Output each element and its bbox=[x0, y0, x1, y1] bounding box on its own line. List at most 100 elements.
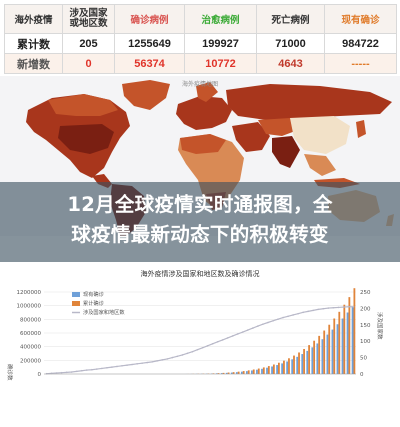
map-india bbox=[272, 136, 300, 168]
point-countries bbox=[96, 368, 98, 370]
map-central-asia bbox=[258, 118, 298, 136]
bar-cumulative bbox=[232, 372, 235, 374]
map-title: 海外疫情地图 bbox=[182, 80, 218, 88]
y-right-tick-label: 0 bbox=[360, 372, 364, 378]
point-countries bbox=[126, 364, 128, 366]
point-countries bbox=[267, 321, 269, 324]
line-countries bbox=[46, 306, 354, 375]
point-countries bbox=[65, 371, 68, 374]
header-region: 海外疫情 bbox=[4, 4, 63, 34]
bar-cumulative bbox=[348, 297, 351, 374]
point-countries bbox=[272, 320, 274, 322]
point-countries bbox=[141, 362, 143, 364]
point-countries bbox=[337, 306, 340, 309]
bar-current bbox=[301, 354, 304, 374]
point-countries bbox=[347, 305, 350, 308]
bar-current bbox=[326, 334, 329, 374]
bar-cumulative bbox=[272, 364, 275, 374]
bar-cumulative bbox=[303, 348, 305, 374]
bar-current bbox=[286, 361, 289, 374]
y-left-tick-label: 1200000 bbox=[17, 290, 42, 296]
legend-swatch bbox=[72, 292, 80, 297]
y-left-tick-label: 1000000 bbox=[17, 304, 42, 310]
point-countries bbox=[171, 356, 174, 359]
bar-cumulative bbox=[247, 370, 250, 374]
point-countries bbox=[297, 312, 299, 315]
point-countries bbox=[101, 367, 103, 370]
point-countries bbox=[262, 323, 264, 325]
new-recovered: 10772 bbox=[184, 53, 257, 74]
header-current: 现有确诊 bbox=[324, 4, 397, 34]
bar-cumulative bbox=[222, 372, 225, 374]
point-countries bbox=[91, 368, 93, 371]
point-countries bbox=[196, 348, 199, 351]
map-usa bbox=[58, 124, 114, 154]
legend-entry: 累计确诊 bbox=[83, 299, 105, 307]
y-left-tick-label: 800000 bbox=[20, 317, 41, 323]
y-left-tick-label: 200000 bbox=[20, 358, 41, 364]
point-countries bbox=[80, 369, 83, 372]
new-countries: 0 bbox=[62, 53, 115, 74]
point-countries bbox=[85, 369, 88, 371]
bar-current bbox=[336, 324, 339, 374]
point-countries bbox=[116, 365, 118, 368]
bar-current bbox=[281, 363, 284, 374]
point-countries bbox=[191, 350, 194, 353]
y-left-axis-label: 确诊数 bbox=[6, 364, 14, 381]
header-deaths: 死亡病例 bbox=[256, 4, 325, 34]
bar-cumulative bbox=[262, 367, 265, 374]
cumulative-confirmed: 1255649 bbox=[114, 33, 185, 54]
bar-cumulative bbox=[313, 340, 316, 374]
bar-cumulative bbox=[257, 368, 260, 374]
point-countries bbox=[75, 370, 78, 373]
point-countries bbox=[106, 366, 108, 369]
legend-swatch bbox=[72, 301, 80, 306]
y-right-tick-label: 250 bbox=[360, 290, 371, 296]
bar-cumulative bbox=[217, 373, 220, 374]
header-confirmed: 确诊病例 bbox=[114, 4, 185, 34]
point-countries bbox=[146, 361, 148, 364]
point-countries bbox=[136, 363, 138, 365]
map-canada bbox=[48, 94, 118, 116]
point-countries bbox=[221, 339, 224, 341]
map-europe bbox=[176, 96, 232, 130]
point-countries bbox=[55, 372, 58, 374]
point-countries bbox=[161, 359, 164, 361]
point-countries bbox=[151, 361, 153, 363]
y-left-tick-label: 600000 bbox=[20, 331, 41, 337]
map-greenland bbox=[122, 80, 170, 110]
map-southeast-asia bbox=[304, 154, 336, 176]
bar-current bbox=[306, 350, 309, 374]
bar-cumulative bbox=[283, 360, 285, 374]
y-right-tick-label: 200 bbox=[360, 306, 371, 312]
bar-current bbox=[341, 318, 344, 374]
table-row-new: 新增数 0 56374 10772 4643 ----- bbox=[4, 53, 397, 74]
cumulative-current: 984722 bbox=[324, 33, 397, 54]
point-countries bbox=[201, 346, 204, 349]
bar-current bbox=[311, 347, 314, 374]
point-countries bbox=[292, 314, 294, 316]
bar-cumulative bbox=[323, 330, 326, 374]
cumulative-deaths: 71000 bbox=[256, 33, 325, 54]
point-countries bbox=[231, 335, 234, 337]
point-countries bbox=[327, 307, 330, 309]
headline-line-1: 12月全球疫情实时通报图，全 bbox=[67, 193, 333, 216]
table-row-cumulative: 累计数 205 1255649 199927 71000 984722 bbox=[4, 33, 397, 54]
point-countries bbox=[60, 371, 63, 374]
bar-current bbox=[321, 339, 324, 374]
new-confirmed: 56374 bbox=[114, 53, 185, 74]
bar-cumulative bbox=[242, 371, 245, 374]
point-countries bbox=[322, 307, 325, 310]
bar-current bbox=[271, 366, 273, 374]
point-countries bbox=[216, 341, 219, 343]
bar-cumulative bbox=[227, 372, 230, 374]
bar-cumulative bbox=[212, 373, 215, 374]
point-countries bbox=[317, 308, 320, 311]
bar-cumulative bbox=[237, 371, 240, 374]
chart-title: 海外疫情涉及国家和地区数及确诊情况 bbox=[141, 269, 260, 278]
point-countries bbox=[156, 360, 159, 362]
point-countries bbox=[121, 365, 123, 367]
header-countries-line2: 或地区数 bbox=[69, 18, 108, 29]
point-countries bbox=[312, 309, 315, 312]
map-china bbox=[290, 116, 350, 154]
